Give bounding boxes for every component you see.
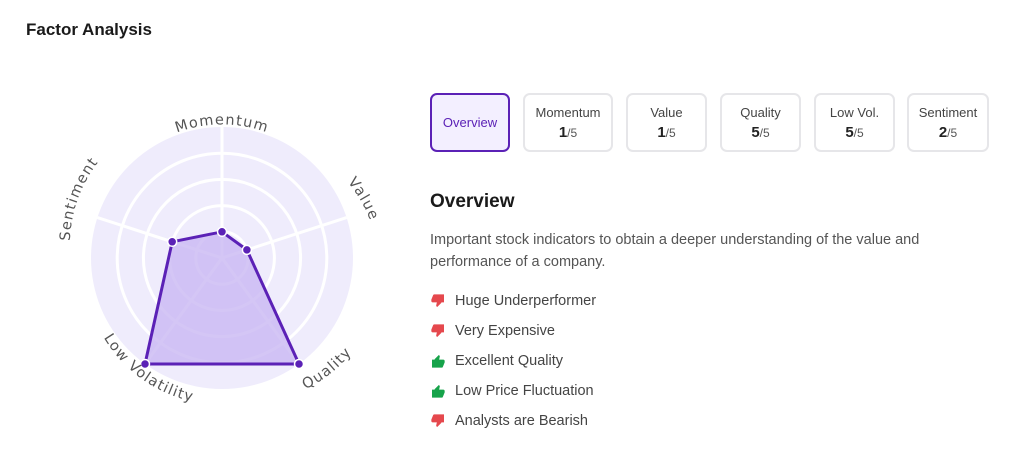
thumbs-down-icon [430, 413, 446, 429]
tab-score: 5/5 [751, 123, 770, 141]
thumbs-up-icon [430, 383, 446, 399]
tab-label: Quality [740, 104, 781, 120]
axis-label-value: Value [344, 175, 381, 223]
insight-text: Analysts are Bearish [455, 413, 588, 429]
tab-sentiment[interactable]: Sentiment 2/5 [907, 93, 989, 152]
thumbs-down-icon [430, 323, 446, 339]
radar-point-value [241, 244, 253, 256]
tab-score: 1/5 [558, 123, 578, 141]
radar-chart: Momentum Value Quality Low Volatility Se… [40, 76, 404, 440]
tab-label: Low Vol. [829, 104, 880, 120]
insight-text: Very Expensive [455, 323, 555, 339]
tab-momentum[interactable]: Momentum 1/5 [523, 93, 613, 152]
insight-text: Huge Underperformer [455, 293, 597, 309]
overview-heading: Overview [430, 191, 515, 212]
tab-label: Value [650, 104, 683, 120]
tab-label: Momentum [535, 104, 601, 120]
thumbs-up-icon [430, 353, 446, 369]
tab-value[interactable]: Value 1/5 [626, 93, 707, 152]
list-item: Very Expensive [430, 316, 596, 346]
tab-overview[interactable]: Overview [430, 93, 510, 152]
radar-point-quality [293, 358, 305, 370]
list-item: Analysts are Bearish [430, 406, 596, 436]
tab-score: 1/5 [657, 123, 676, 141]
list-item: Excellent Quality [430, 346, 596, 376]
thumbs-down-icon [430, 293, 446, 309]
list-item: Huge Underperformer [430, 286, 596, 316]
tab-low-volatility[interactable]: Low Vol. 5/5 [814, 93, 895, 152]
list-item: Low Price Fluctuation [430, 376, 596, 406]
page-title: Factor Analysis [26, 20, 152, 39]
insight-text: Low Price Fluctuation [455, 383, 594, 399]
tab-label: Sentiment [918, 104, 978, 120]
tab-label: Overview [442, 115, 498, 130]
radar-point-momentum [216, 226, 228, 238]
tab-score: 2/5 [938, 123, 958, 141]
axis-label-momentum: Momentum [173, 112, 271, 136]
tab-quality[interactable]: Quality 5/5 [720, 93, 801, 152]
insight-text: Excellent Quality [455, 353, 563, 369]
overview-description: Important stock indicators to obtain a d… [430, 232, 920, 270]
tab-score: 5/5 [845, 123, 864, 141]
radar-point-low-volatility [139, 358, 151, 370]
radar-point-sentiment [166, 236, 178, 248]
insight-list: Huge Underperformer Very Expensive Excel… [430, 286, 596, 436]
